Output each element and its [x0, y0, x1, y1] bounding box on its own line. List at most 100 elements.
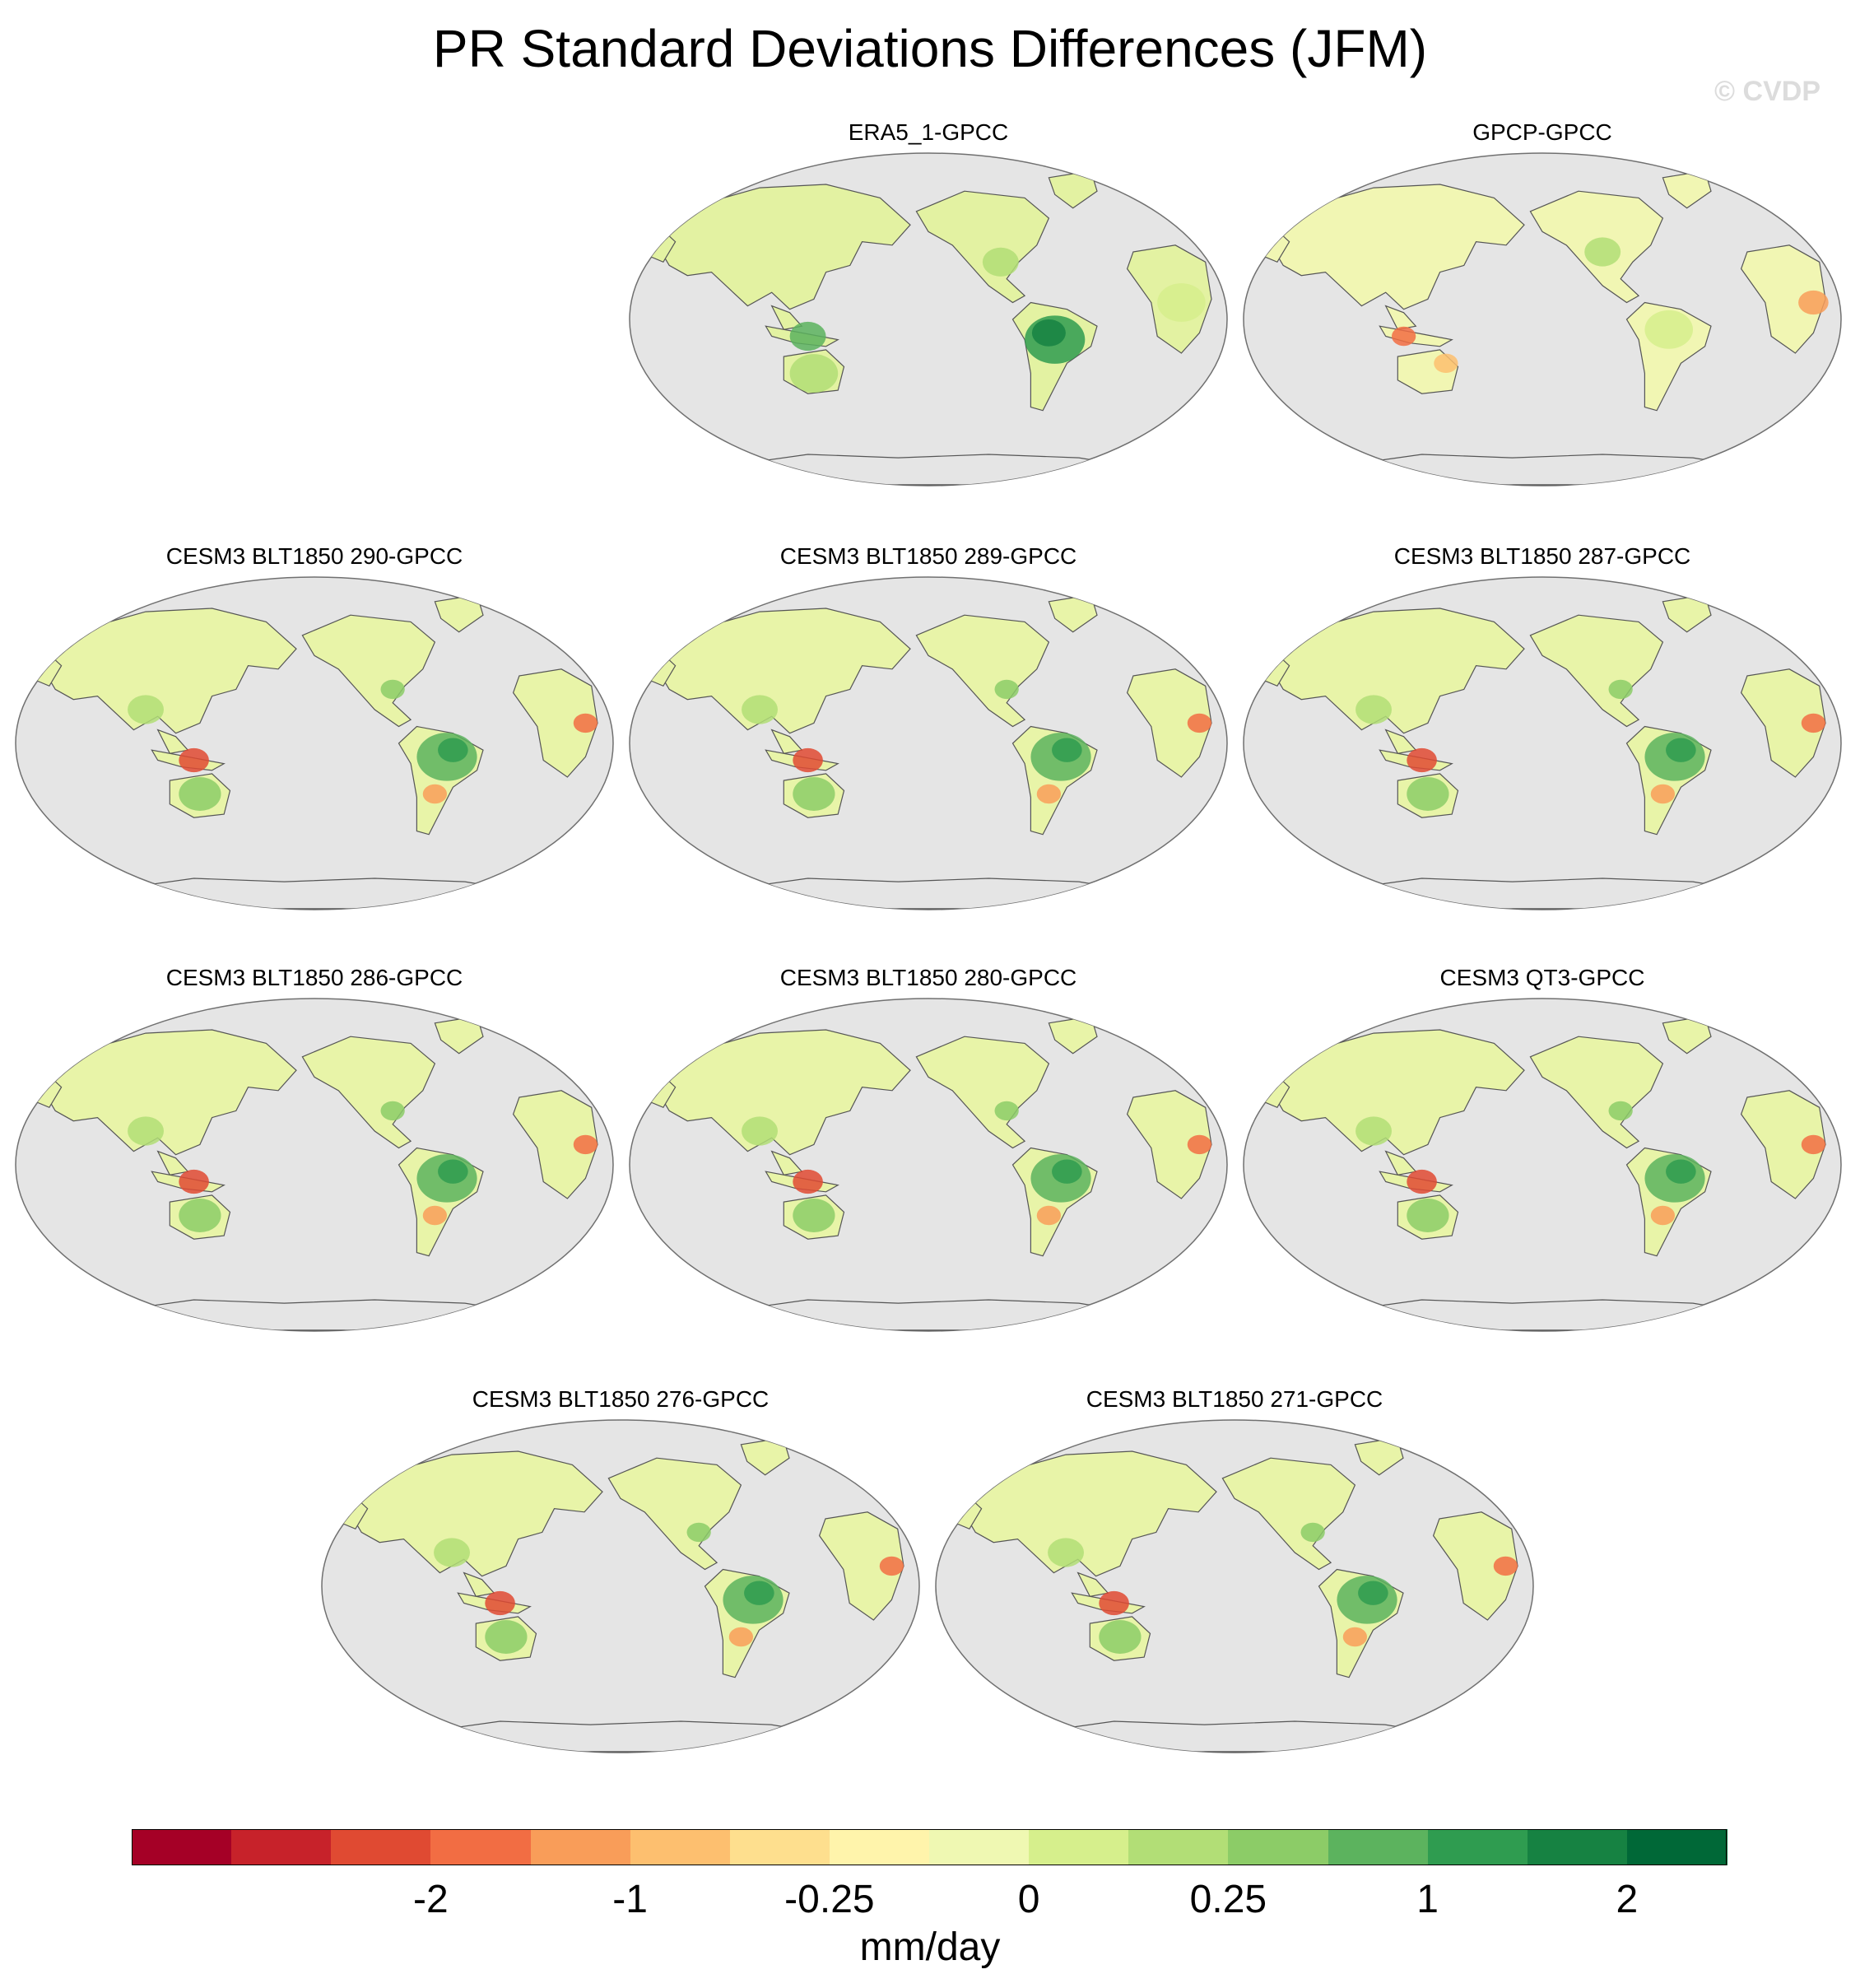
anomaly-region [1036, 1205, 1062, 1226]
anomaly-region [573, 713, 598, 733]
world-map [1243, 152, 1842, 487]
anomaly-region [438, 1159, 468, 1184]
colorbar-box [1626, 1829, 1727, 1865]
colorbar-tick-label: 1 [1416, 1878, 1439, 1921]
panel-title: CESM3 BLT1850 276-GPCC [472, 1386, 770, 1412]
world-map [629, 998, 1228, 1332]
colorbar-box [829, 1829, 930, 1865]
colorbar-tick-label: -0.25 [784, 1878, 875, 1921]
anomaly-region [789, 321, 826, 352]
anomaly-region [1608, 1101, 1633, 1121]
colorbar-box [1527, 1829, 1628, 1865]
anomaly-region [1052, 1159, 1082, 1184]
anomaly-region [1036, 784, 1062, 804]
anomaly-region [1666, 738, 1696, 762]
anomaly-region [179, 777, 221, 811]
anomaly-region [879, 1556, 904, 1576]
colorbar-box [1328, 1829, 1429, 1865]
anomaly-region [982, 247, 1019, 277]
colorbar-box [1128, 1829, 1229, 1865]
panel-title: CESM3 BLT1850 290-GPCC [165, 543, 463, 569]
anomaly-region [422, 1205, 448, 1226]
map-panel: CESM3 QT3-GPCC [1241, 965, 1844, 1335]
anomaly-region [744, 1581, 774, 1605]
colorbar-tick-label: 0.25 [1189, 1878, 1267, 1921]
colorbar-tick-label: 0 [1017, 1878, 1040, 1921]
anomaly-region [1608, 679, 1633, 700]
anomaly-region [179, 1169, 209, 1194]
colorbar-box [929, 1829, 1030, 1865]
anomaly-region [128, 1116, 164, 1146]
continent-antarctica [121, 1299, 526, 1331]
anomaly-region [1099, 1590, 1129, 1616]
anomaly-region [1650, 1205, 1676, 1226]
continent-eurasia [1270, 608, 1525, 734]
anomaly-region [793, 1199, 835, 1232]
anomaly-region [1493, 1556, 1518, 1576]
colorbar-box [630, 1829, 731, 1865]
anomaly-region [1187, 1134, 1212, 1155]
anomaly-region [994, 1101, 1019, 1121]
continent-namerica [915, 1036, 1050, 1149]
continent-africa [1432, 1511, 1518, 1621]
continent-africa [818, 1511, 904, 1621]
anomaly-region [438, 738, 468, 762]
continent-eurasia [656, 1029, 911, 1156]
world-map [629, 152, 1228, 487]
colorbar-tick-label: 2 [1616, 1878, 1639, 1921]
continent-africa [1740, 668, 1826, 778]
anomaly-region [1407, 777, 1449, 811]
map-panel: CESM3 BLT1850 276-GPCC [319, 1386, 922, 1757]
continent-namerica [915, 614, 1050, 728]
cvdp-watermark: © CVDP [1714, 76, 1820, 107]
anomaly-region [1801, 1134, 1826, 1155]
anomaly-region [179, 1199, 221, 1232]
continent-seasia [1384, 305, 1417, 330]
colorbar-frame [132, 1829, 1727, 1865]
anomaly-region [1300, 1522, 1325, 1543]
anomaly-region [742, 695, 778, 724]
continent-namerica [1529, 1036, 1664, 1149]
anomaly-region [686, 1522, 711, 1543]
anomaly-region [1407, 1199, 1449, 1232]
anomaly-region [1355, 1116, 1392, 1146]
map-panel: GPCP-GPCC [1241, 119, 1844, 490]
colorbar-box [331, 1829, 431, 1865]
anomaly-region [1798, 290, 1829, 315]
anomaly-region [1434, 353, 1458, 374]
anomaly-region [128, 695, 164, 724]
anomaly-region [1644, 310, 1693, 349]
world-map [15, 576, 614, 910]
continent-eurasia [656, 184, 911, 310]
anomaly-region [485, 1590, 515, 1616]
map-panel: CESM3 BLT1850 289-GPCC [627, 543, 1230, 914]
colorbar [132, 1829, 1727, 1867]
anomaly-region [742, 1116, 778, 1146]
anomaly-region [1052, 738, 1082, 762]
anomaly-region [994, 679, 1019, 700]
anomaly-region [573, 1134, 598, 1155]
anomaly-region [1584, 237, 1621, 267]
colorbar-box [1029, 1829, 1129, 1865]
panel-title: CESM3 BLT1850 286-GPCC [165, 965, 463, 990]
continent-namerica [301, 1036, 436, 1149]
world-map [1243, 576, 1842, 910]
continent-eurasia [656, 608, 911, 734]
continent-namerica [607, 1457, 742, 1571]
map-panel: CESM3 BLT1850 290-GPCC [13, 543, 616, 914]
anomaly-region [1358, 1581, 1388, 1605]
anomaly-region [422, 784, 448, 804]
panel-title: CESM3 BLT1850 280-GPCC [779, 965, 1077, 990]
continent-africa [1740, 244, 1826, 354]
anomaly-region [1392, 326, 1416, 347]
anomaly-region [1407, 1169, 1437, 1194]
anomaly-region [380, 1101, 405, 1121]
continent-africa [512, 668, 598, 778]
anomaly-region [380, 679, 405, 700]
anomaly-region [789, 354, 839, 393]
world-map [321, 1419, 920, 1753]
continent-antarctica [735, 1299, 1140, 1331]
colorbar-box [132, 1829, 232, 1865]
colorbar-tick-label: -2 [413, 1878, 449, 1921]
anomaly-region [434, 1538, 470, 1567]
